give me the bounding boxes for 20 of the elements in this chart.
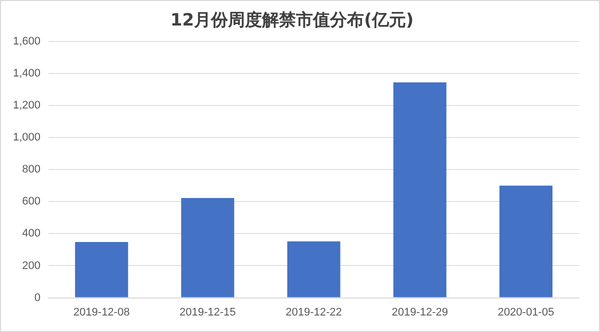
y-tick-label: 0 (34, 292, 41, 304)
bar (287, 241, 340, 298)
x-tick-label: 2019-12-29 (392, 306, 448, 318)
bar (393, 82, 446, 298)
y-tick-label: 1,000 (12, 132, 41, 144)
y-tick-label: 1,200 (12, 100, 41, 112)
x-tick-label: 2019-12-22 (286, 306, 342, 318)
y-tick-label: 1,600 (12, 35, 41, 48)
x-tick-label: 2020-01-05 (498, 306, 554, 318)
y-tick-label: 1,400 (12, 67, 41, 80)
bar (181, 198, 234, 298)
y-tick-label: 200 (22, 260, 41, 272)
x-tick-label: 2019-12-08 (73, 306, 130, 318)
y-tick-label: 600 (22, 196, 41, 208)
bar (75, 242, 128, 298)
y-tick-label: 800 (22, 164, 41, 176)
y-tick-label: 400 (22, 228, 41, 240)
bar (499, 186, 552, 298)
x-tick-label: 2019-12-15 (180, 306, 236, 318)
chart-title: 12月份周度解禁市值分布(亿元) (170, 10, 414, 31)
